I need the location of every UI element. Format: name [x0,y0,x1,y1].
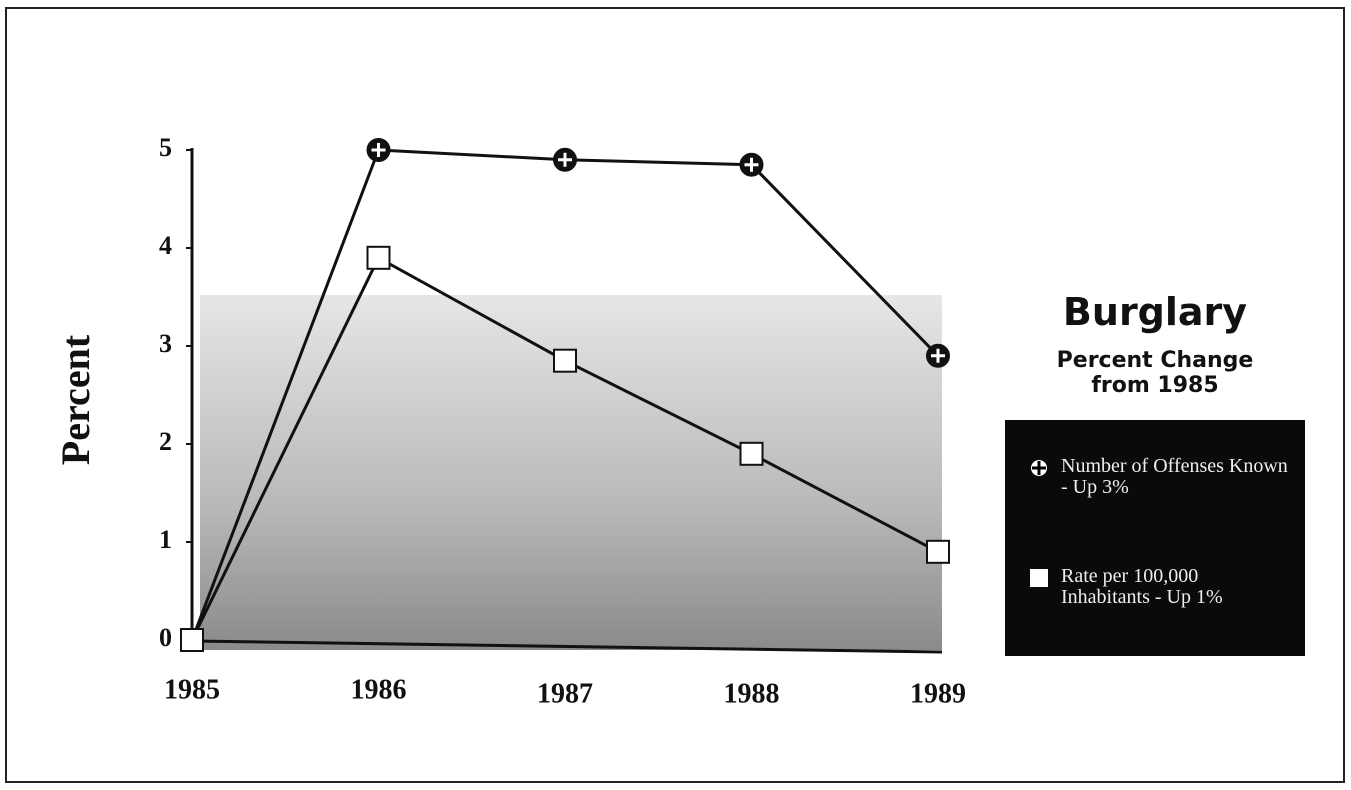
y-tick-label: 1 [159,525,172,554]
marker-cross [558,152,572,167]
y-tick-label: 3 [159,329,172,358]
chart-subtitle: Percent Change from 1985 [1056,348,1254,398]
background-shade [200,295,942,650]
marker [739,152,764,177]
marker-cross [744,157,759,172]
marker [553,348,577,373]
legend-entry: Number of Offenses Known - Up 3% [1031,455,1291,498]
marker [926,539,950,564]
x-tick-label: 1989 [910,678,966,709]
legend-label: Rate per 100,000 Inhabitants - Up 1% [1061,565,1223,608]
legend-icon [1030,569,1048,587]
x-tick-label: 1988 [724,678,780,709]
marker [180,628,204,652]
y-tick-label: 2 [159,427,172,456]
y-tick-label: 5 [159,133,172,162]
y-tick-label: 4 [159,231,172,260]
marker-cross [931,348,945,363]
chart-title: Burglary [1062,290,1248,334]
marker [739,441,764,466]
legend-entry: Rate per 100,000 Inhabitants - Up 1% [1030,565,1291,608]
marker-cross [371,143,386,157]
marker [366,138,391,162]
marker [926,343,950,368]
y-axis-label: Percent [53,334,98,465]
x-tick-label: 1985 [164,674,220,705]
x-tick-label: 1987 [537,678,593,709]
legend-label: Number of Offenses Known - Up 3% [1061,455,1288,498]
frame [5,7,1345,783]
marker [553,147,577,172]
legend: Number of Offenses Known - Up 3% Rate per… [1005,420,1305,656]
y-tick-label: 0 [159,623,172,652]
marker [366,245,391,270]
x-tick-label: 1986 [351,674,407,705]
x-axis [191,639,943,654]
legend-icon [1031,460,1047,476]
